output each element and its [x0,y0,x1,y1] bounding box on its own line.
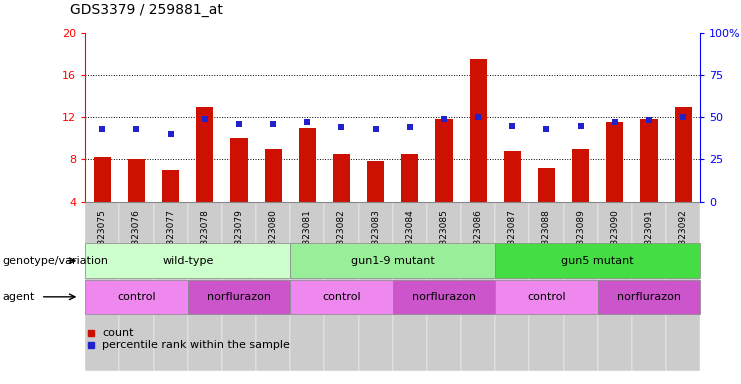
Bar [427,202,461,371]
Bar [359,202,393,371]
Bar [564,202,598,371]
Text: GDS3379 / 259881_at: GDS3379 / 259881_at [70,3,223,17]
Text: norflurazon: norflurazon [207,292,271,302]
Bar [299,127,316,202]
Bar [640,119,657,202]
Bar [504,151,521,202]
Text: gun5 mutant: gun5 mutant [562,256,634,266]
Bar [436,119,453,202]
Bar [128,159,145,202]
Bar [632,202,666,371]
Text: gun1-9 mutant: gun1-9 mutant [350,256,435,266]
Bar [85,202,119,371]
Bar [153,202,187,371]
Bar [367,162,384,202]
Text: control: control [117,292,156,302]
Bar [162,170,179,202]
Bar [674,107,691,202]
Bar [393,202,427,371]
Bar [325,202,359,371]
Bar [572,149,589,202]
Text: norflurazon: norflurazon [412,292,476,302]
Text: genotype/variation: genotype/variation [2,256,108,266]
Bar [222,202,256,371]
Bar [666,202,700,371]
Bar [470,59,487,202]
Bar [119,202,153,371]
Bar [598,202,632,371]
Bar [529,202,564,371]
Text: count: count [102,328,134,338]
Bar [461,202,495,371]
Bar [265,149,282,202]
Bar [290,202,325,371]
Bar [495,202,529,371]
Text: control: control [322,292,361,302]
Text: percentile rank within the sample: percentile rank within the sample [102,340,290,350]
Bar [256,202,290,371]
Bar [402,154,419,202]
Bar [606,122,623,202]
Text: norflurazon: norflurazon [617,292,681,302]
Text: agent: agent [2,292,35,302]
Text: control: control [527,292,566,302]
Bar [196,107,213,202]
Bar [333,154,350,202]
Text: wild-type: wild-type [162,256,213,266]
Bar [230,138,247,202]
Bar [538,168,555,202]
Bar [94,157,111,202]
Bar [187,202,222,371]
